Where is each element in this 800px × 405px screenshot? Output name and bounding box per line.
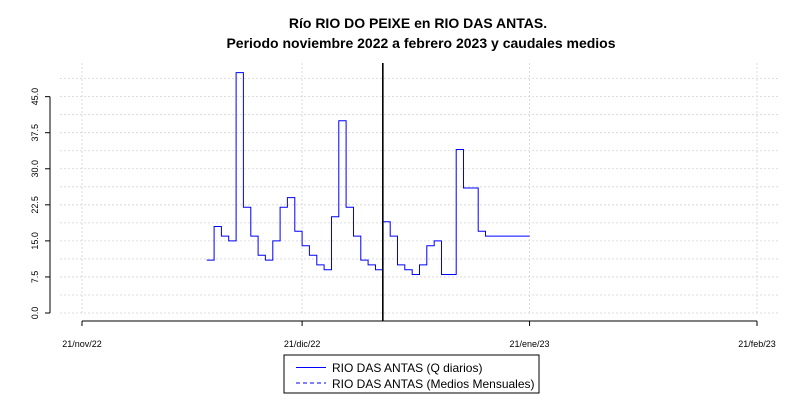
y-tick-label: 30.0 [30,160,40,178]
y-tick-label: 15.0 [30,232,40,250]
chart-title: Río RIO DO PEIXE en RIO DAS ANTAS. [289,15,547,31]
x-tick-label: 21/dic/22 [284,339,321,349]
y-tick-label: 45.0 [30,88,40,106]
y-tick-label: 0.0 [30,307,40,320]
x-tick-label: 21/feb/23 [738,339,776,349]
legend-label-q-diarios: RIO DAS ANTAS (Q diarios) [332,361,482,375]
series-group [206,72,530,275]
y-axis: 0.0 7.5 15.0 22.5 30.0 37.5 45.0 [30,88,51,320]
legend-box [283,354,540,394]
grid [60,63,780,314]
chart-subtitle: Periodo noviembre 2022 a febrero 2023 y … [226,35,615,51]
legend: RIO DAS ANTAS (Q diarios) RIO DAS ANTAS … [283,354,540,394]
x-axis: 21/nov/22 21/dic/22 21/ene/23 21/feb/23 [62,320,776,349]
y-tick-label: 7.5 [30,271,40,284]
y-tick-label: 37.5 [30,124,40,142]
x-tick-label: 21/ene/23 [510,339,550,349]
series-line-q-diarios [206,72,530,275]
legend-label-medios: RIO DAS ANTAS (Medios Mensuales) [332,377,535,391]
y-tick-label: 22.5 [30,196,40,214]
x-tick-label: 21/nov/22 [62,339,102,349]
